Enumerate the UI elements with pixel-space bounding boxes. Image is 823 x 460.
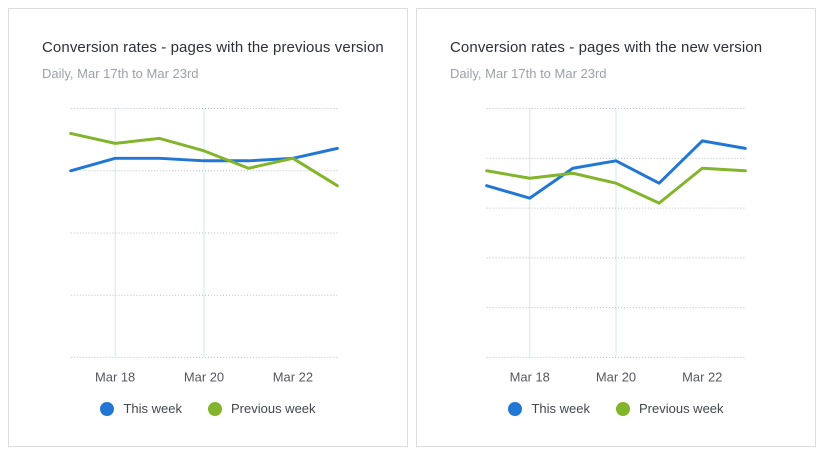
chart-legend: This week Previous week (417, 401, 815, 416)
previous-week-dot-icon (615, 401, 630, 416)
x-axis-tick-label: Mar 18 (510, 369, 550, 384)
chart-title: Conversion rates - pages with the new ve… (450, 39, 763, 56)
line-chart-svg: Mar 18 Mar 20 Mar 22 (485, 108, 747, 384)
chart-title: Conversion rates - pages with the previo… (42, 39, 384, 56)
series-line-this-week (485, 139, 747, 200)
new-version-chart-card: Conversion rates - pages with the new ve… (416, 8, 816, 447)
this-week-dot-icon (508, 401, 523, 416)
previous-version-chart-card: Conversion rates - pages with the previo… (8, 8, 408, 447)
legend-label-this-week: This week (123, 401, 182, 416)
x-axis-tick-label: Mar 18 (95, 369, 135, 384)
legend-label-this-week: This week (531, 401, 590, 416)
legend-item-this-week[interactable]: This week (508, 401, 590, 416)
line-chart-svg: Mar 18 Mar 20 Mar 22 (69, 108, 339, 384)
x-axis-tick-label: Mar 22 (682, 369, 722, 384)
x-axis-tick-label: Mar 22 (273, 369, 313, 384)
x-axis-tick-label: Mar 20 (184, 369, 224, 384)
legend-item-previous-week[interactable]: Previous week (207, 401, 316, 416)
series-line-previous-week (69, 131, 339, 188)
legend-label-previous-week: Previous week (638, 401, 724, 416)
this-week-dot-icon (100, 401, 115, 416)
legend-label-previous-week: Previous week (230, 401, 316, 416)
x-axis-tick-label: Mar 20 (596, 369, 636, 384)
legend-item-previous-week[interactable]: Previous week (615, 401, 724, 416)
previous-week-dot-icon (207, 401, 222, 416)
chart-subtitle: Daily, Mar 17th to Mar 23rd (450, 66, 607, 81)
series-line-previous-week (485, 166, 747, 205)
legend-item-this-week[interactable]: This week (100, 401, 182, 416)
chart-subtitle: Daily, Mar 17th to Mar 23rd (42, 66, 199, 81)
chart-legend: This week Previous week (9, 401, 407, 416)
